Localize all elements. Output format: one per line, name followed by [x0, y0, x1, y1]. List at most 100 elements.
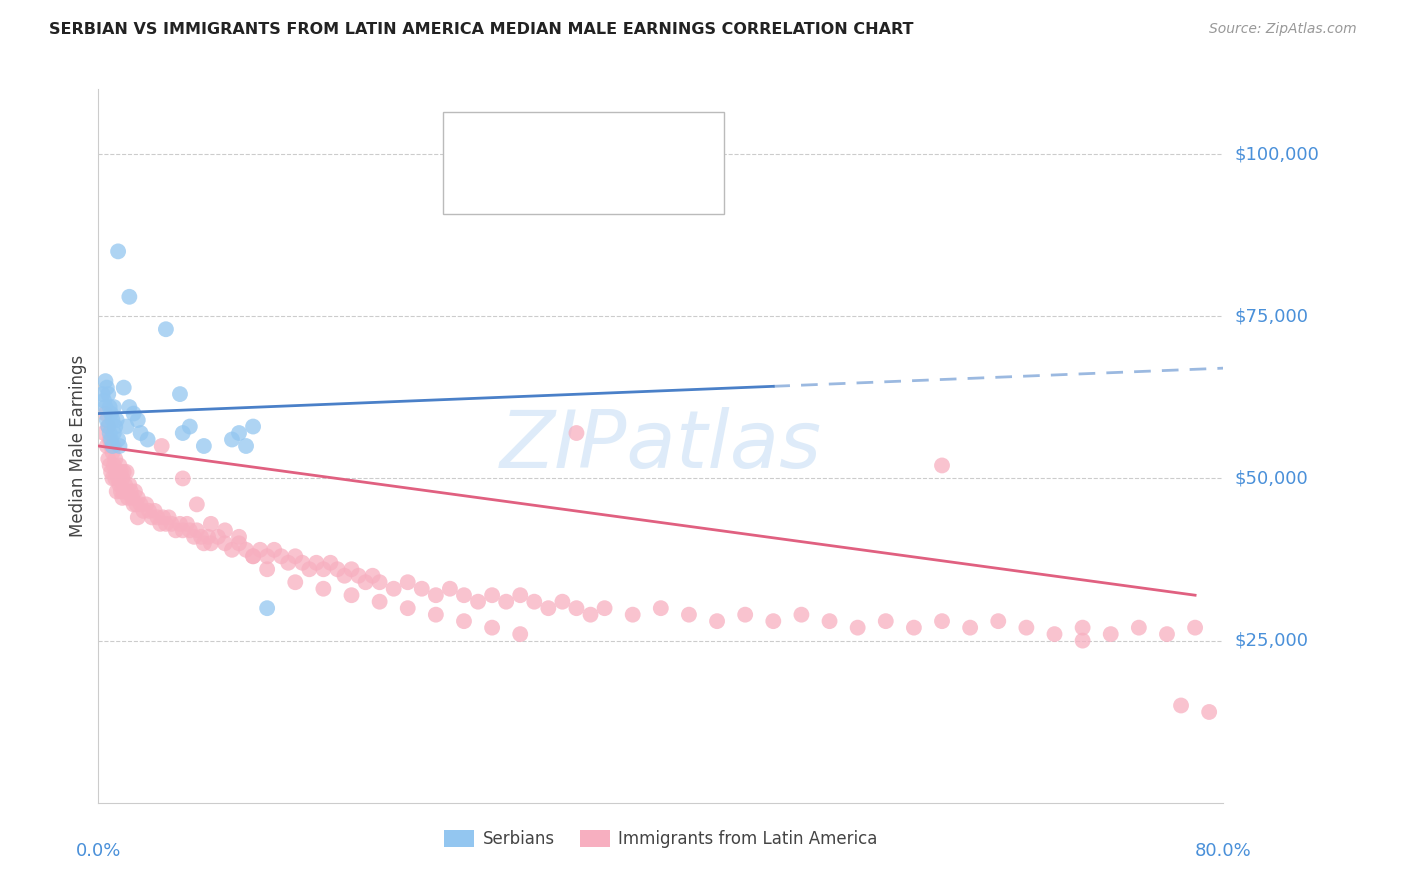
Point: [100, 407, 122, 421]
Point: [101, 445, 124, 459]
Point: [129, 425, 152, 440]
Point: [312, 582, 335, 596]
Point: [112, 465, 135, 479]
Point: [96, 413, 118, 427]
Point: [110, 465, 132, 479]
Point: [284, 575, 307, 590]
Point: [98, 458, 121, 473]
Point: [112, 381, 135, 395]
Point: [242, 549, 264, 564]
Point: [846, 621, 869, 635]
Text: R =: R =: [502, 177, 533, 194]
Point: [361, 568, 384, 582]
Point: [104, 452, 127, 467]
Point: [122, 407, 145, 421]
Point: [197, 530, 219, 544]
Text: N =: N =: [617, 177, 648, 194]
Point: [277, 556, 299, 570]
Point: [150, 439, 173, 453]
Point: [117, 491, 139, 505]
Point: [97, 452, 120, 467]
Point: [1198, 705, 1220, 719]
Point: [396, 575, 419, 590]
Point: [495, 595, 517, 609]
Point: [115, 465, 138, 479]
Point: [94, 400, 117, 414]
Text: 39: 39: [671, 128, 695, 145]
Point: [127, 510, 149, 524]
Point: [1156, 627, 1178, 641]
Legend: Serbians, Immigrants from Latin America: Serbians, Immigrants from Latin America: [437, 823, 884, 855]
Point: [621, 607, 644, 622]
Point: [105, 484, 128, 499]
Point: [678, 607, 700, 622]
Point: [101, 471, 124, 485]
Point: [127, 491, 149, 505]
Point: [551, 595, 574, 609]
Text: SERBIAN VS IMMIGRANTS FROM LATIN AMERICA MEDIAN MALE EARNINGS CORRELATION CHART: SERBIAN VS IMMIGRANTS FROM LATIN AMERICA…: [49, 22, 914, 37]
Point: [107, 244, 129, 259]
Point: [987, 614, 1010, 628]
Point: [97, 387, 120, 401]
Point: [98, 400, 121, 414]
Point: [481, 588, 503, 602]
Point: [94, 407, 117, 421]
Point: [172, 524, 194, 538]
Point: [467, 595, 489, 609]
Point: [169, 516, 191, 531]
Text: $25,000: $25,000: [1234, 632, 1309, 649]
Point: [706, 614, 728, 628]
Point: [305, 556, 328, 570]
Point: [1184, 621, 1206, 635]
Text: Source: ZipAtlas.com: Source: ZipAtlas.com: [1209, 22, 1357, 37]
Point: [340, 562, 363, 576]
Point: [124, 484, 146, 499]
Point: [354, 575, 377, 590]
Point: [284, 549, 307, 564]
Point: [135, 497, 157, 511]
Point: [112, 484, 135, 499]
Point: [97, 419, 120, 434]
Point: [242, 549, 264, 564]
Point: [453, 614, 475, 628]
Point: [103, 439, 125, 453]
Point: [523, 595, 546, 609]
Text: 80.0%: 80.0%: [1195, 842, 1251, 860]
Point: [263, 542, 285, 557]
Point: [1099, 627, 1122, 641]
Point: [200, 536, 222, 550]
Point: [249, 542, 271, 557]
Point: [235, 439, 257, 453]
Point: [256, 549, 278, 564]
Point: [193, 536, 215, 550]
Point: [453, 588, 475, 602]
Point: [115, 484, 138, 499]
Point: [179, 419, 201, 434]
Point: [121, 491, 143, 505]
Point: [127, 413, 149, 427]
Point: [1170, 698, 1192, 713]
Point: [132, 504, 155, 518]
Text: R =: R =: [502, 128, 533, 145]
Point: [105, 465, 128, 479]
Point: [509, 588, 531, 602]
Point: [256, 562, 278, 576]
Point: [179, 524, 201, 538]
Point: [103, 458, 125, 473]
Point: [875, 614, 897, 628]
Point: [221, 433, 243, 447]
Point: [347, 568, 370, 582]
Point: [214, 524, 236, 538]
Point: [169, 387, 191, 401]
Point: [396, 601, 419, 615]
Point: [104, 419, 127, 434]
Point: [172, 425, 194, 440]
Point: [100, 439, 122, 453]
Point: [125, 497, 148, 511]
Point: [228, 425, 250, 440]
Point: [97, 419, 120, 434]
Text: 0.080: 0.080: [555, 128, 607, 145]
Point: [312, 562, 335, 576]
Point: [107, 471, 129, 485]
Point: [734, 607, 756, 622]
